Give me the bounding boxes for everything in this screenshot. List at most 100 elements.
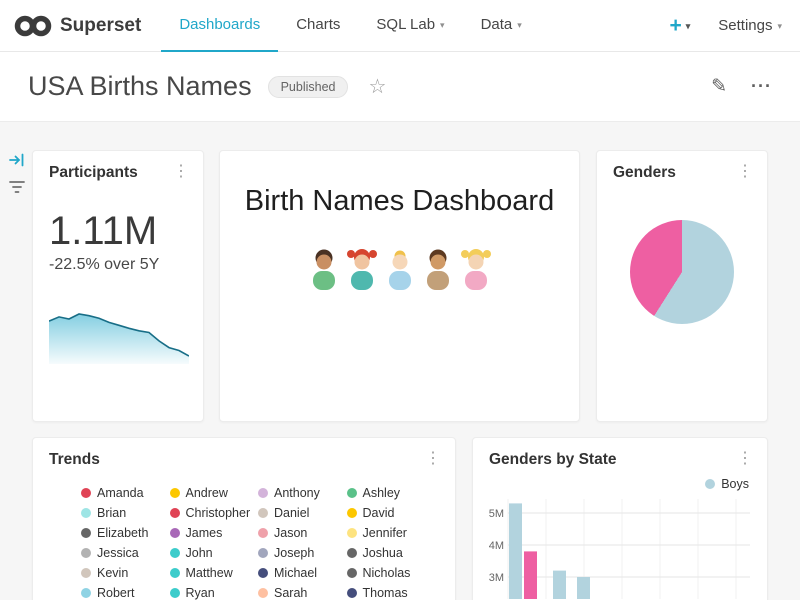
legend-dot: [347, 488, 357, 498]
legend-dot: [258, 488, 268, 498]
legend-dot: [81, 568, 91, 578]
trends-legend: Amanda Andrew Anthony Ashley Brian Christophe…: [81, 483, 435, 600]
sparkline-area: [49, 314, 189, 364]
bar-girls[interactable]: [524, 551, 537, 599]
chart-card-participants: Participants ⋮ 1.11M -22.5% over 5Y: [32, 150, 204, 422]
plus-icon: +: [669, 14, 681, 38]
legend-label: Sarah: [274, 586, 307, 600]
nav-item-charts[interactable]: Charts: [278, 0, 358, 52]
nav-item-data[interactable]: Data ▾: [463, 0, 540, 52]
legend-item-andrew[interactable]: Andrew: [170, 486, 259, 500]
nav-item-label: Data: [481, 16, 513, 33]
legend-item-sarah[interactable]: Sarah: [258, 586, 347, 600]
legend-label: James: [186, 526, 223, 540]
legend-dot: [170, 508, 180, 518]
nav-item-label: SQL Lab: [376, 16, 435, 33]
dashboard-header: USA Births Names Published ☆ ✎ ···: [0, 52, 800, 122]
legend-dot: [170, 528, 180, 538]
legend-label: Thomas: [363, 586, 408, 600]
chart-title: Genders by State: [489, 451, 617, 469]
legend-label: Andrew: [186, 486, 228, 500]
legend-item-ryan[interactable]: Ryan: [170, 586, 259, 600]
legend-dot: [347, 588, 357, 598]
chart-title: Participants: [49, 164, 138, 182]
kebab-menu-icon[interactable]: ⋮: [425, 451, 441, 467]
legend-item-amanda[interactable]: Amanda: [81, 486, 170, 500]
legend-label: Joseph: [274, 546, 314, 560]
favorite-star-icon[interactable]: ☆: [368, 74, 386, 99]
genders-pie-chart[interactable]: [630, 220, 734, 324]
chart-title: Genders: [613, 164, 676, 182]
legend-label: Matthew: [186, 566, 233, 580]
chevron-down-icon: ▾: [517, 20, 522, 31]
legend-item-nicholas[interactable]: Nicholas: [347, 566, 436, 580]
legend-dot: [81, 528, 91, 538]
legend-label: Christopher: [186, 506, 251, 520]
chevron-down-icon: ▾: [686, 21, 691, 32]
legend-label: Nicholas: [363, 566, 411, 580]
published-badge[interactable]: Published: [268, 76, 349, 98]
kebab-menu-icon[interactable]: ⋮: [737, 164, 753, 180]
navbar-right: + ▾ Settings ▾: [669, 14, 782, 38]
legend-dot: [347, 548, 357, 558]
big-number-value: 1.11M: [49, 182, 187, 254]
kebab-menu-icon[interactable]: ⋮: [173, 164, 189, 180]
legend-label: John: [186, 546, 213, 560]
legend-item-elizabeth[interactable]: Elizabeth: [81, 526, 170, 540]
page-title: USA Births Names: [28, 71, 252, 102]
legend-label: Kevin: [97, 566, 128, 580]
infinity-logo-icon: [14, 13, 52, 39]
nav-item-sql-lab[interactable]: SQL Lab ▾: [358, 0, 462, 52]
edit-pencil-icon[interactable]: ✎: [711, 75, 727, 98]
legend-item-john[interactable]: John: [170, 546, 259, 560]
chevron-down-icon: ▾: [440, 20, 445, 31]
bar-boys[interactable]: [509, 503, 522, 599]
legend-item-daniel[interactable]: Daniel: [258, 506, 347, 520]
legend-item-james[interactable]: James: [170, 526, 259, 540]
legend-item-thomas[interactable]: Thomas: [347, 586, 436, 600]
dashboard-grid: Participants ⋮ 1.11M -22.5% over 5Y: [0, 122, 800, 600]
legend-item-michael[interactable]: Michael: [258, 566, 347, 580]
legend-item-jennifer[interactable]: Jennifer: [347, 526, 436, 540]
chart-card-trends: Trends ⋮ AmandaAndrewAnthonyAshleyBrianC…: [32, 437, 456, 600]
bar-boys[interactable]: [553, 571, 566, 599]
y-axis-tick: 3M: [489, 572, 504, 584]
genders-by-state-bar-chart: 5M4M3M: [486, 493, 754, 599]
legend-dot: [347, 508, 357, 518]
settings-label: Settings: [718, 17, 772, 34]
main-nav: DashboardsCharts SQL Lab ▾ Data ▾: [161, 0, 539, 52]
legend-item-jason[interactable]: Jason: [258, 526, 347, 540]
legend-dot: [81, 548, 91, 558]
legend-label: David: [363, 506, 395, 520]
expand-filter-bar-icon[interactable]: [9, 152, 25, 168]
superset-logo[interactable]: Superset: [14, 13, 141, 39]
legend-item-ashley[interactable]: Ashley: [347, 486, 436, 500]
legend-label: Jennifer: [363, 526, 407, 540]
legend-item-christopher[interactable]: Christopher: [170, 506, 259, 520]
legend-item-jessica[interactable]: Jessica: [81, 546, 170, 560]
legend-item-robert[interactable]: Robert: [81, 586, 170, 600]
legend-item-joseph[interactable]: Joseph: [258, 546, 347, 560]
filter-icon[interactable]: [8, 180, 26, 194]
legend-label: Anthony: [274, 486, 320, 500]
brand-name: Superset: [60, 15, 141, 37]
legend-item-boys[interactable]: Boys: [705, 477, 749, 491]
bar-boys[interactable]: [577, 577, 590, 599]
new-button[interactable]: + ▾: [669, 14, 690, 38]
legend-dot: [347, 568, 357, 578]
legend-item-matthew[interactable]: Matthew: [170, 566, 259, 580]
legend-dot: [258, 588, 268, 598]
legend-item-joshua[interactable]: Joshua: [347, 546, 436, 560]
legend-label: Joshua: [363, 546, 403, 560]
settings-menu[interactable]: Settings ▾: [718, 17, 782, 34]
legend-item-brian[interactable]: Brian: [81, 506, 170, 520]
legend-item-anthony[interactable]: Anthony: [258, 486, 347, 500]
nav-item-dashboards[interactable]: Dashboards: [161, 0, 278, 52]
legend-item-kevin[interactable]: Kevin: [81, 566, 170, 580]
legend-item-david[interactable]: David: [347, 506, 436, 520]
legend-dot: [258, 568, 268, 578]
kebab-menu-icon[interactable]: ⋮: [737, 451, 753, 467]
more-actions-icon[interactable]: ···: [751, 76, 772, 97]
legend-dot: [170, 548, 180, 558]
markdown-heading: Birth Names Dashboard: [220, 185, 579, 218]
